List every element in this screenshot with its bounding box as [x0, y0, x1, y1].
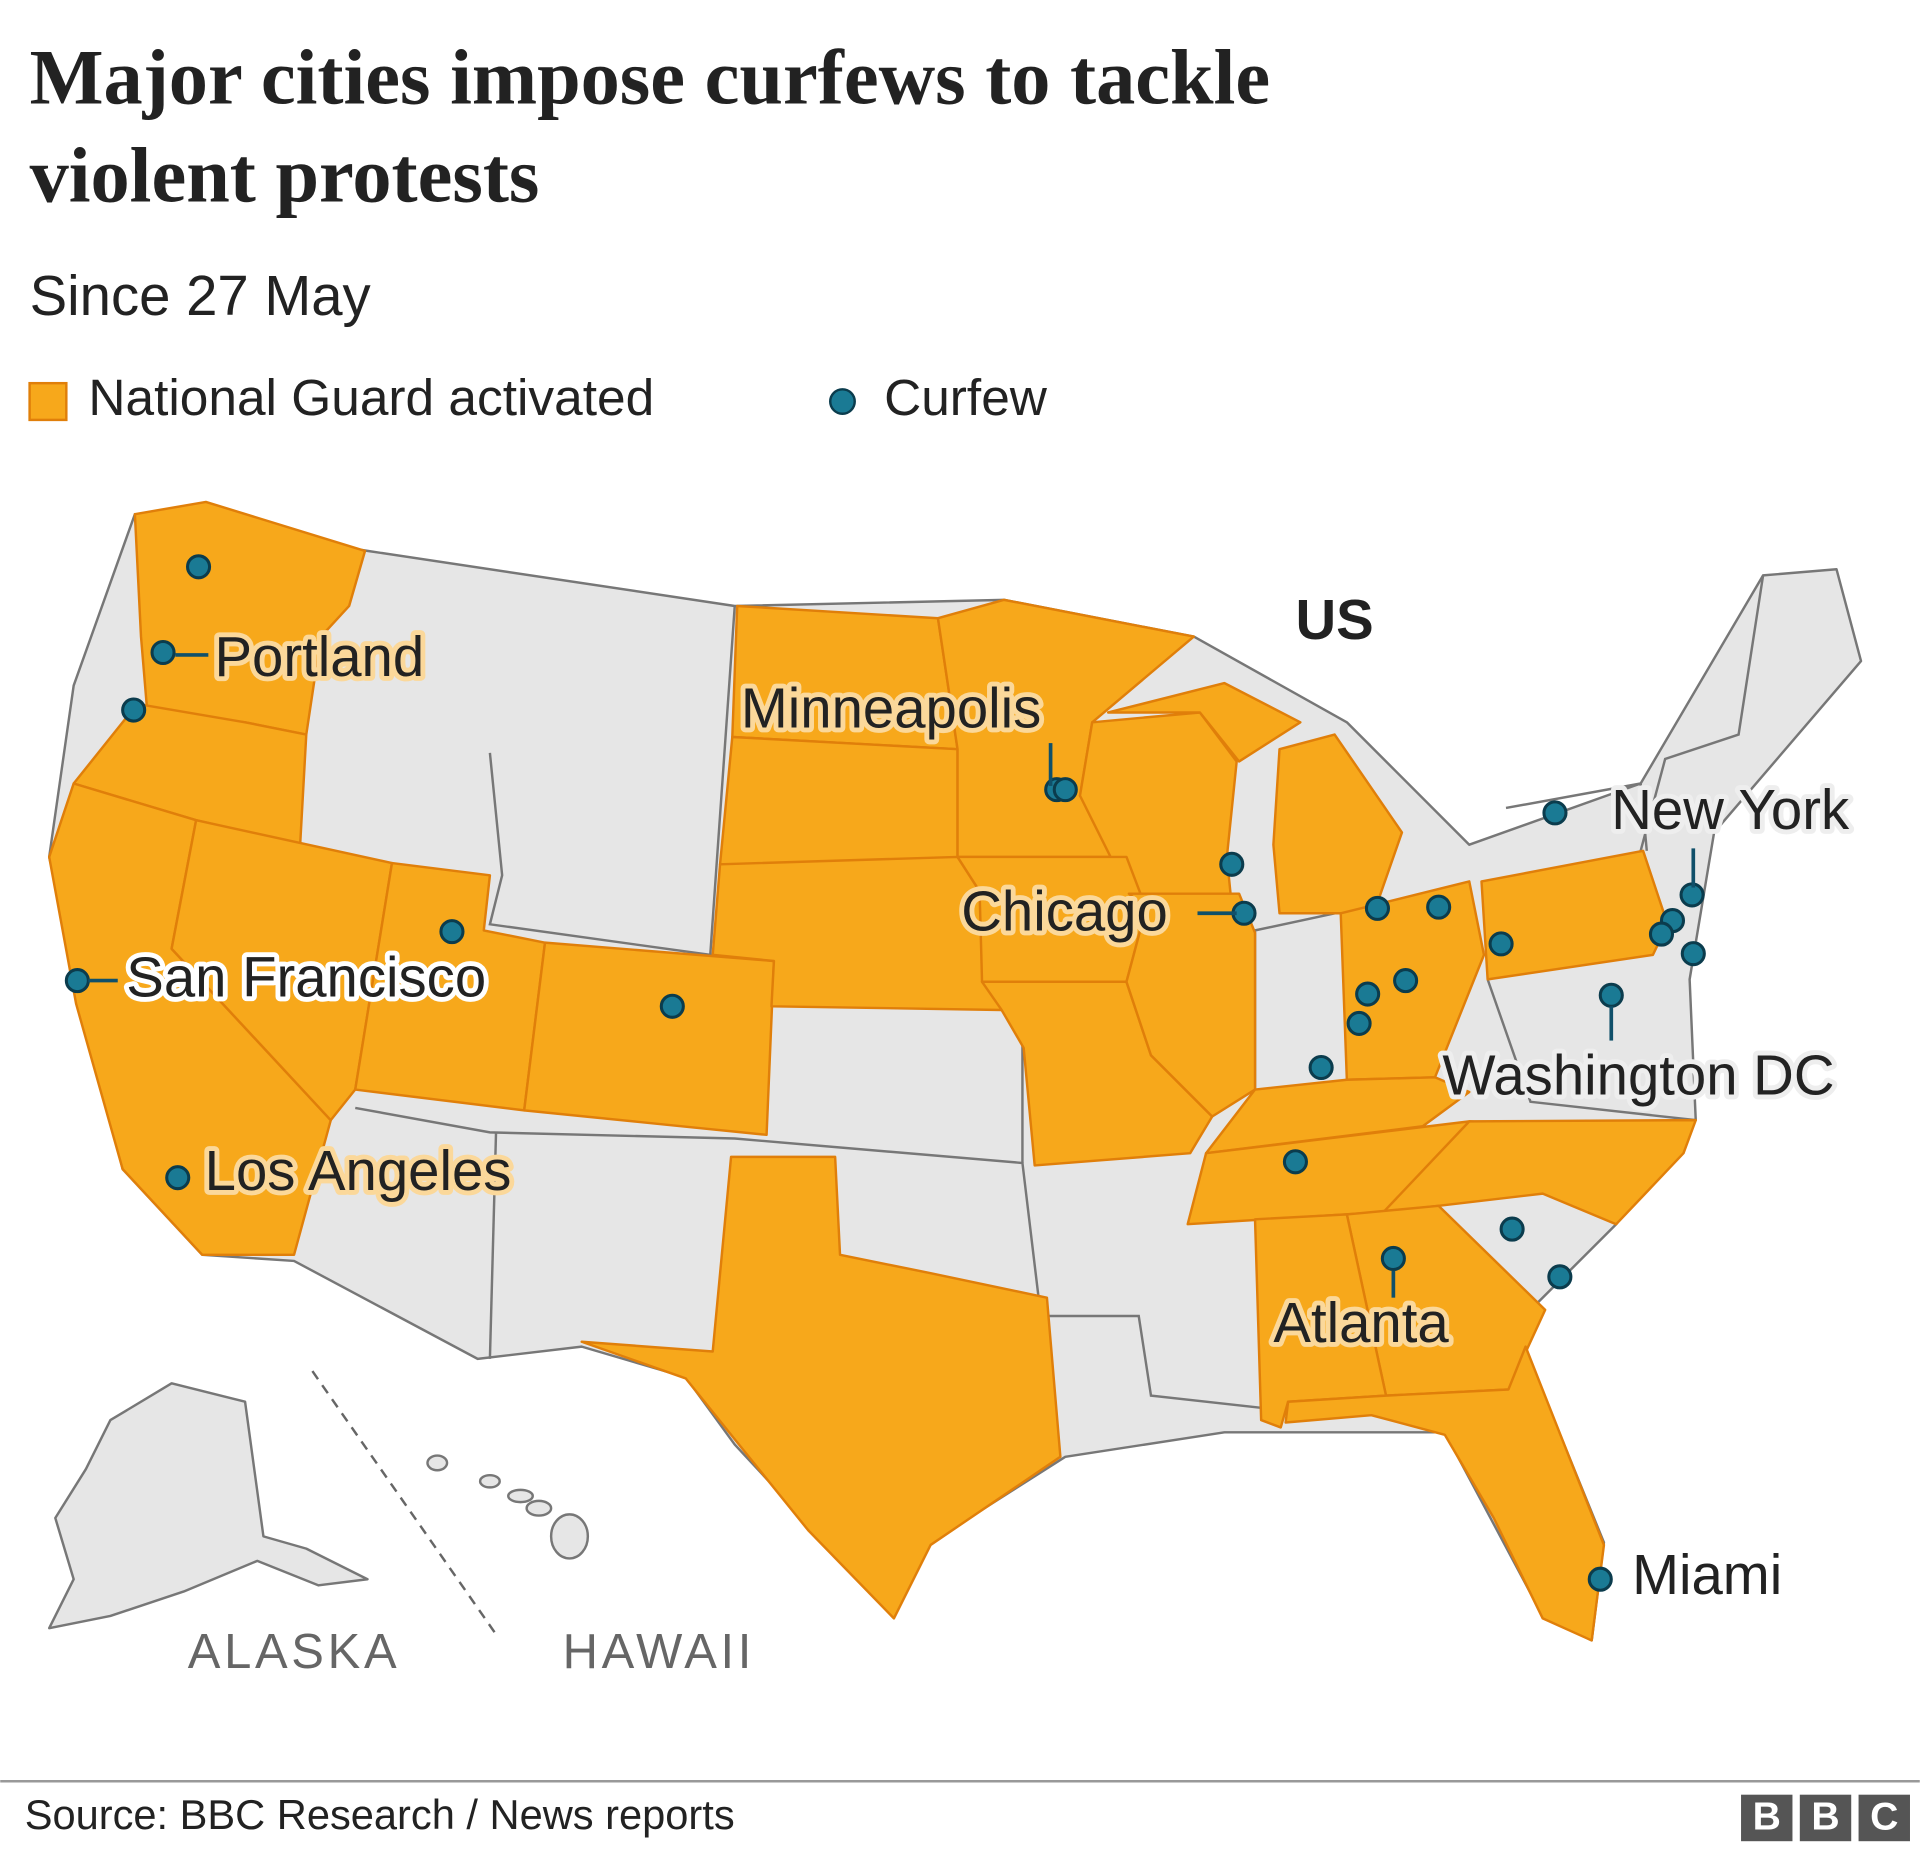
us-map	[47, 500, 1863, 1642]
logo-letter: C	[1870, 1796, 1898, 1839]
state-border	[1505, 782, 1648, 851]
state-michigan-up	[1106, 681, 1302, 763]
curfew-dot	[121, 697, 147, 723]
city-label: San Francisco	[126, 946, 486, 1009]
logo-letter: B	[1811, 1796, 1839, 1839]
curfew-dot	[165, 1165, 191, 1191]
legend-dot	[829, 388, 856, 416]
region-label: ALASKA	[188, 1625, 401, 1679]
country-label: US	[1295, 588, 1373, 651]
curfew-dot	[1052, 777, 1078, 803]
hawaii	[426, 1454, 590, 1560]
legend: National Guard activated Curfew	[28, 368, 1048, 426]
source: Source: BBC Research / News reports	[25, 1791, 735, 1838]
subtitle: Since 27 May	[30, 264, 372, 327]
state-south-dakota	[718, 735, 959, 878]
curfew-dot	[1488, 931, 1514, 957]
legend-label: Curfew	[884, 368, 1048, 426]
city-label: Atlanta	[1273, 1291, 1449, 1354]
city-label: Los Angeles	[205, 1139, 512, 1202]
curfew-dot	[1219, 851, 1245, 877]
curfew-dot	[1393, 968, 1419, 994]
curfew-dot	[150, 639, 176, 666]
logo-box	[1799, 1794, 1852, 1842]
city-label: Chicago	[961, 880, 1168, 943]
region-label: HAWAII	[563, 1625, 755, 1679]
inset-divider	[311, 1370, 498, 1636]
state-border	[1486, 978, 1696, 1122]
curfew-dot	[1542, 800, 1568, 826]
curfew-dot	[1680, 941, 1706, 967]
state-nevada	[170, 818, 394, 1122]
curfew-dot	[439, 919, 465, 945]
legend-label: National Guard activated	[88, 368, 654, 426]
curfew-dot	[1499, 1216, 1525, 1242]
title-line: violent protests	[30, 132, 540, 219]
title-line: Major cities impose curfews to tackle	[30, 34, 1271, 121]
curfew-dot	[64, 968, 90, 994]
state-border	[488, 1132, 498, 1359]
logo-box	[1858, 1794, 1910, 1842]
city-label: Portland	[214, 625, 424, 688]
curfew-dot	[1648, 921, 1675, 947]
curfew-dot	[185, 554, 212, 580]
logo-letter: B	[1753, 1796, 1781, 1839]
curfew-dot	[1587, 1566, 1613, 1592]
curfew-dot	[1547, 1264, 1573, 1290]
state-border	[488, 605, 736, 957]
curfew-dots	[64, 554, 1706, 1592]
city-label: Miami	[1632, 1543, 1782, 1606]
curfew-dot	[1364, 895, 1391, 921]
curfew-dot	[1380, 1245, 1406, 1272]
city-label: New York	[1611, 778, 1850, 841]
curfew-dot	[1426, 894, 1452, 920]
curfew-dot	[1346, 1010, 1372, 1036]
curfew-dot	[1308, 1054, 1334, 1081]
curfew-dot	[1282, 1149, 1308, 1175]
state-florida	[1284, 1345, 1606, 1642]
curfew-dot	[1598, 982, 1624, 1008]
curfew-dot	[1355, 981, 1381, 1007]
city-label: Minneapolis	[741, 676, 1041, 739]
state-colorado	[522, 941, 776, 1137]
state-border	[355, 1106, 1262, 1410]
city-label: Washington DC	[1442, 1044, 1834, 1107]
state-texas	[580, 1155, 1062, 1620]
city-labels: Portland Minneapolis Chicago San Francisco L…	[88, 620, 1855, 1611]
alaska	[47, 1382, 369, 1630]
logo-box	[1741, 1794, 1793, 1842]
curfew-dot	[659, 993, 685, 1019]
state-border	[1639, 575, 1765, 852]
legend-swatch	[28, 381, 68, 422]
